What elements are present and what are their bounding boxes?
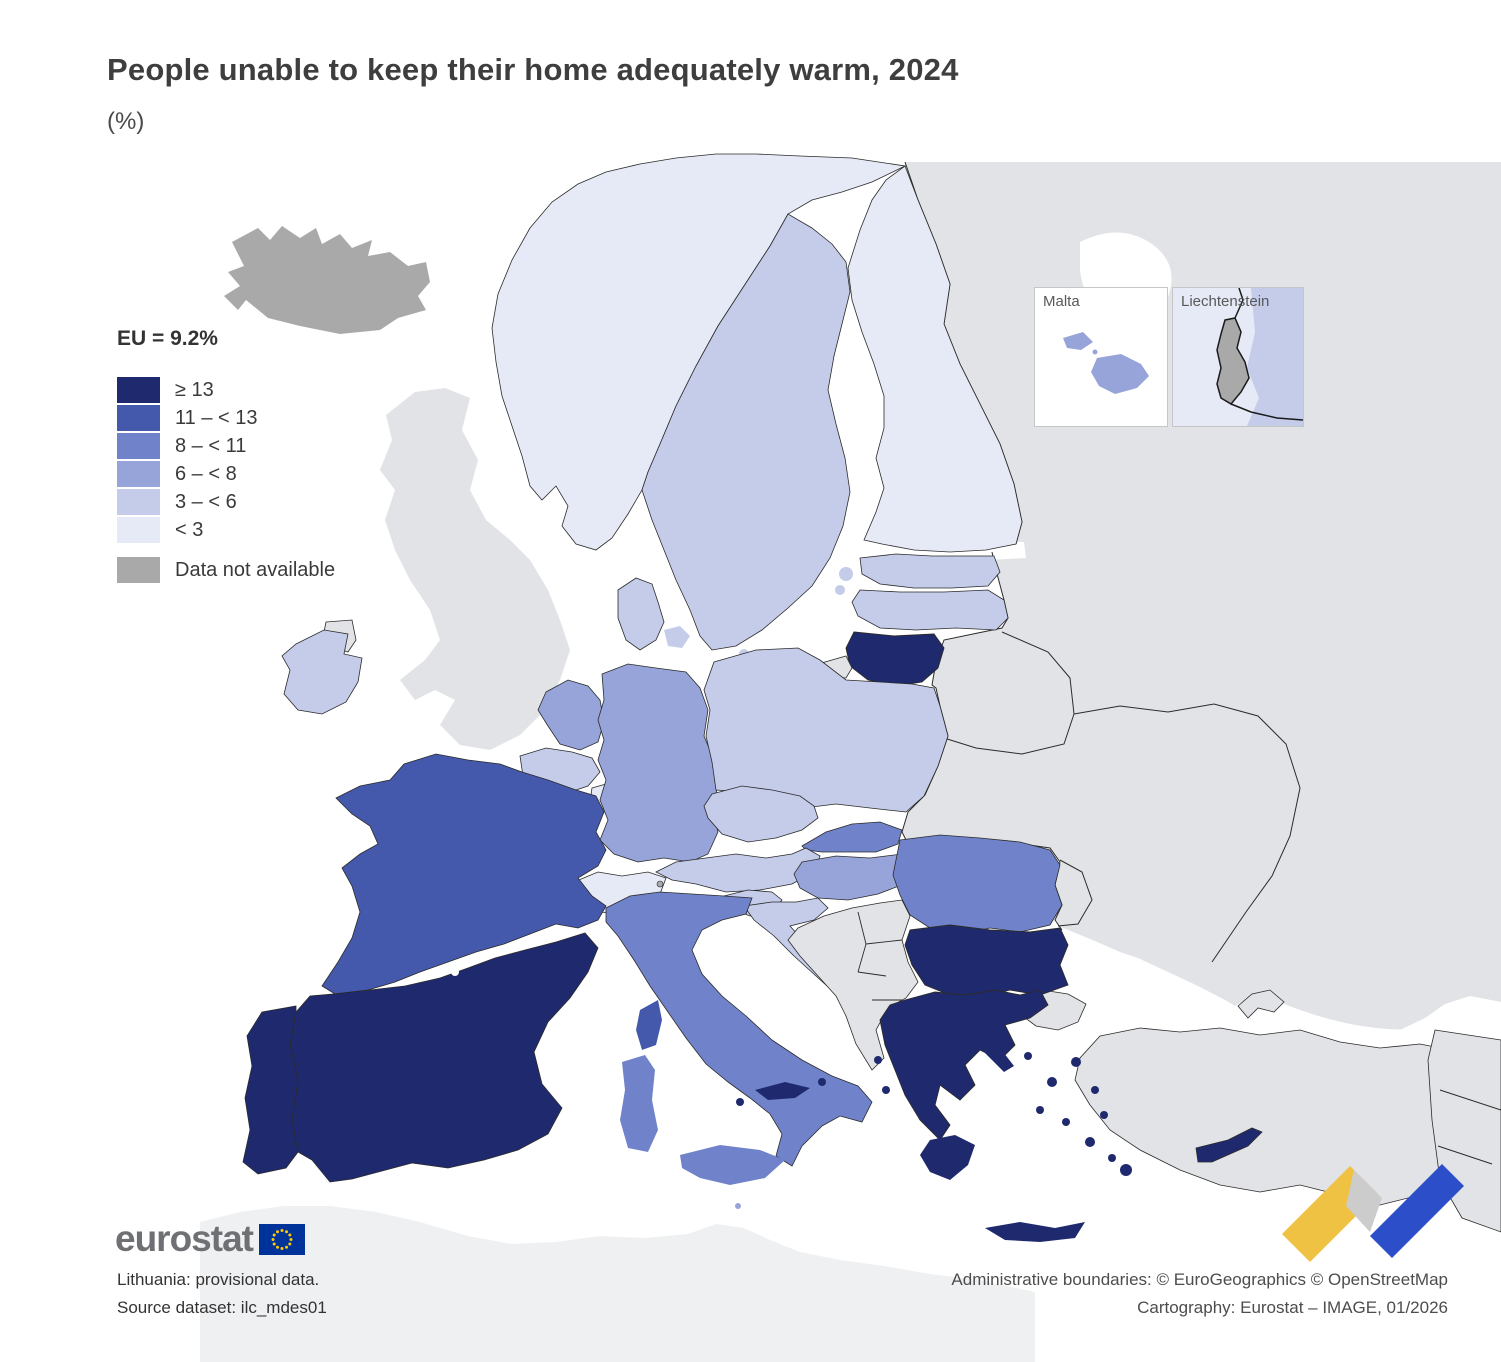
balkan-border-lines	[857, 911, 903, 1001]
eu-flag-stars	[271, 1228, 293, 1250]
legend-label: 8 – < 11	[175, 434, 247, 457]
country-austria	[655, 847, 821, 893]
legend-row: 6 – < 8	[117, 461, 335, 487]
legend-label: Data not available	[175, 558, 336, 581]
andorra-dot	[451, 968, 459, 976]
island-comino	[1092, 349, 1098, 355]
country-ireland	[281, 629, 363, 715]
caucasus-border-lines	[1437, 1089, 1501, 1165]
island-gotland	[785, 561, 803, 579]
legend-swatch-c5	[117, 489, 160, 515]
legend-label: 3 – < 6	[175, 490, 237, 513]
legend-row: 11 – < 13	[117, 405, 335, 431]
black-sea	[1058, 926, 1446, 1062]
legend-label: 11 – < 13	[175, 406, 258, 429]
sea-of-marmara	[1079, 1026, 1101, 1038]
legend-row: ≥ 13	[117, 377, 335, 403]
islands-balearic	[755, 1082, 810, 1100]
country-bulgaria	[904, 924, 1069, 999]
country-czechia	[703, 785, 819, 843]
region-peloponnese	[920, 1135, 975, 1180]
eurostat-logo-text: eurostat	[115, 1218, 254, 1259]
island-euboea	[970, 1030, 1014, 1072]
country-greece	[879, 989, 1049, 1141]
island-crete	[985, 1222, 1085, 1242]
legend-swatch-c3	[117, 433, 160, 459]
legend-row: 8 – < 11	[117, 433, 335, 459]
legend: EU = 9.2% ≥ 13 11 – < 13 8 – < 11 6 – < …	[117, 327, 335, 585]
country-denmark	[617, 577, 665, 651]
country-lithuania	[845, 631, 945, 687]
country-france	[321, 753, 607, 995]
inset-li-border-line	[1230, 288, 1303, 421]
island-malta-dot	[735, 1203, 741, 1209]
legend-row: 3 – < 6	[117, 489, 335, 515]
footnotes: Lithuania: provisional data. Source data…	[117, 1266, 327, 1322]
eu-average-label: EU = 9.2%	[117, 327, 218, 350]
country-cyprus	[1195, 1127, 1263, 1163]
country-italy	[605, 891, 873, 1167]
inset-malta: Malta	[1034, 287, 1168, 427]
page-title: People unable to keep their home adequat…	[107, 52, 959, 87]
country-germany	[597, 663, 719, 863]
inset-li-bg-austria	[1247, 288, 1303, 426]
island-hiiumaa	[835, 585, 845, 595]
inset-li-shape	[1216, 317, 1250, 405]
legend-row-no-data: Data not available	[117, 557, 335, 583]
footnote-provisional: Lithuania: provisional data.	[117, 1270, 320, 1289]
country-estonia	[859, 553, 1001, 589]
island-corsica	[636, 1000, 662, 1050]
legend-label: 6 – < 8	[175, 462, 237, 485]
legend-swatch-c2	[117, 405, 160, 431]
legend-label: ≥ 13	[175, 378, 214, 401]
island-saaremaa	[839, 567, 853, 581]
country-liechtenstein-dot	[656, 880, 664, 888]
aegean-islands	[874, 1033, 1132, 1176]
island-malta-main	[1091, 354, 1149, 394]
country-latvia	[851, 589, 1009, 631]
legend-swatch-c6	[117, 517, 160, 543]
inset-malta-label: Malta	[1043, 293, 1080, 310]
country-iceland	[224, 226, 430, 334]
legend-swatch-no-data	[117, 557, 160, 583]
credit-cartography: Cartography: Eurostat – IMAGE, 01/2026	[1137, 1298, 1448, 1317]
country-netherlands	[537, 679, 605, 751]
inset-malta-map	[1063, 332, 1149, 394]
eurostat-logo: eurostat	[115, 1218, 305, 1260]
country-poland	[703, 647, 949, 813]
legend-swatch-c4	[117, 461, 160, 487]
country-united-kingdom	[380, 388, 570, 750]
island-gozo	[1063, 332, 1093, 350]
country-slovakia	[801, 821, 903, 853]
country-romania	[892, 834, 1063, 936]
island-ibiza	[736, 1098, 744, 1106]
inset-liechtenstein-map	[1173, 288, 1303, 426]
inset-liechtenstein: Liechtenstein	[1172, 287, 1304, 427]
legend-row: < 3	[117, 517, 335, 543]
page-subtitle: (%)	[107, 108, 145, 135]
legend-label: < 3	[175, 518, 204, 541]
eu-flag-icon	[258, 1223, 305, 1255]
region-crimea	[1237, 989, 1285, 1019]
country-portugal	[242, 1005, 299, 1175]
country-finland	[847, 165, 1023, 553]
danish-islands	[664, 626, 690, 648]
ribbon-graphic	[1282, 1164, 1464, 1262]
region-north-africa	[200, 1206, 1035, 1362]
credits: Administrative boundaries: © EuroGeograp…	[951, 1266, 1448, 1322]
island-menorca	[818, 1078, 826, 1086]
legend-swatch-c1	[117, 377, 160, 403]
country-hungary	[793, 853, 915, 901]
country-sweden	[641, 213, 851, 651]
footnote-source-dataset: Source dataset: ilc_mdes01	[117, 1298, 327, 1317]
island-sicily	[680, 1145, 785, 1185]
island-sardinia	[620, 1055, 658, 1152]
inset-liechtenstein-label: Liechtenstein	[1181, 293, 1270, 310]
credit-boundaries: Administrative boundaries: © EuroGeograp…	[951, 1270, 1448, 1289]
